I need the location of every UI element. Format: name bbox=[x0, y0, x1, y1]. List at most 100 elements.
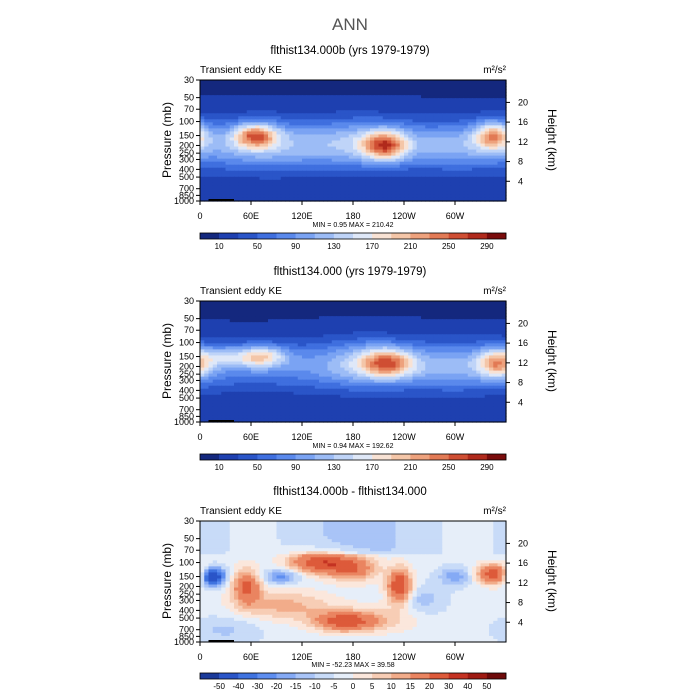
heatmap-cell bbox=[310, 358, 316, 363]
heatmap-cell bbox=[501, 137, 507, 142]
heatmap-cell bbox=[438, 337, 443, 341]
heatmap-cell bbox=[242, 370, 248, 375]
heatmap-cell bbox=[446, 161, 452, 166]
heatmap-cell bbox=[408, 179, 414, 184]
heatmap-cell bbox=[459, 140, 465, 145]
heatmap-cell bbox=[331, 194, 337, 199]
heatmap-cell bbox=[255, 337, 261, 341]
heatmap-cell bbox=[242, 331, 248, 335]
heatmap-cell bbox=[476, 104, 482, 108]
heatmap-cell bbox=[221, 358, 227, 363]
heatmap-cell bbox=[455, 310, 460, 314]
heatmap-cell bbox=[493, 364, 499, 369]
heatmap-cell bbox=[399, 143, 405, 148]
heatmap-cell bbox=[285, 355, 290, 360]
heatmap-cell bbox=[467, 316, 473, 320]
heatmap-cell bbox=[208, 173, 214, 178]
heatmap-cell bbox=[353, 131, 358, 136]
heatmap-cell bbox=[412, 197, 418, 202]
heatmap-cell bbox=[446, 119, 452, 123]
heatmap-cell bbox=[438, 101, 443, 105]
heatmap-cell bbox=[484, 182, 490, 187]
heatmap-cell bbox=[289, 331, 295, 335]
heatmap-cell bbox=[416, 316, 422, 320]
heatmap-cell bbox=[255, 367, 261, 372]
heatmap-cell bbox=[331, 334, 337, 338]
heatmap-cell bbox=[340, 379, 346, 384]
heatmap-cell bbox=[450, 322, 456, 326]
heatmap-cell bbox=[425, 197, 431, 202]
heatmap-cell bbox=[408, 122, 414, 126]
heatmap-cell bbox=[204, 337, 210, 341]
heatmap-cell bbox=[280, 191, 286, 196]
heatmap-cell bbox=[361, 194, 367, 199]
heatmap-cell bbox=[259, 179, 265, 184]
heatmap-cell bbox=[234, 373, 239, 378]
heatmap-cell bbox=[319, 128, 324, 133]
heatmap-cell bbox=[459, 376, 465, 381]
heatmap-cell bbox=[442, 382, 448, 387]
heatmap-cell bbox=[293, 185, 299, 190]
heatmap-cell bbox=[293, 352, 299, 357]
heatmap-cell bbox=[412, 89, 418, 93]
heatmap-cell bbox=[234, 161, 239, 166]
heatmap-cell bbox=[263, 122, 269, 126]
heatmap-cell bbox=[357, 125, 363, 129]
heatmap-cell bbox=[293, 161, 299, 166]
heatmap-cell bbox=[255, 316, 261, 320]
heatmap-cell bbox=[229, 343, 235, 347]
heatmap-cell bbox=[204, 164, 210, 169]
heatmap-cell bbox=[280, 83, 286, 87]
heatmap-cell bbox=[272, 128, 278, 133]
heatmap-cell bbox=[378, 137, 384, 142]
heatmap-cell bbox=[297, 179, 303, 184]
heatmap-cell bbox=[225, 179, 231, 184]
heatmap-cell bbox=[484, 346, 490, 350]
heatmap-cell bbox=[497, 313, 503, 317]
heatmap-cell bbox=[467, 125, 473, 129]
heatmap-cell bbox=[289, 95, 295, 99]
heatmap-cell bbox=[297, 310, 303, 314]
heatmap-cell bbox=[348, 319, 354, 323]
heatmap-cell bbox=[442, 110, 448, 114]
heatmap-cell bbox=[208, 334, 214, 338]
heatmap-cell bbox=[285, 149, 290, 154]
heatmap-cell bbox=[497, 364, 503, 369]
heatmap-cell bbox=[484, 122, 490, 126]
heatmap-cell bbox=[476, 319, 482, 323]
heatmap-cell bbox=[374, 167, 380, 172]
heatmap-cell bbox=[353, 301, 358, 305]
heatmap-cell bbox=[310, 367, 316, 372]
heatmap-cell bbox=[348, 95, 354, 99]
heatmap-cell bbox=[251, 104, 256, 108]
heatmap-cell bbox=[310, 131, 316, 136]
heatmap-cell bbox=[493, 188, 499, 193]
heatmap-cell bbox=[429, 83, 435, 87]
heatmap-cell bbox=[327, 188, 333, 193]
heatmap-cell bbox=[489, 358, 494, 363]
heatmap-cell bbox=[480, 86, 486, 90]
heatmap-cell bbox=[472, 140, 477, 145]
heatmap-cell bbox=[382, 116, 388, 120]
heatmap-cell bbox=[340, 143, 346, 148]
heatmap-cell bbox=[438, 89, 443, 93]
heatmap-cell bbox=[472, 128, 477, 133]
heatmap-cell bbox=[365, 125, 371, 129]
heatmap-cell bbox=[229, 110, 235, 114]
heatmap-cell bbox=[476, 194, 482, 199]
heatmap-cell bbox=[212, 322, 218, 326]
heatmap-cell bbox=[276, 125, 282, 129]
y-axis-label: Pressure (mb) bbox=[160, 323, 174, 399]
heatmap-cell bbox=[370, 322, 375, 326]
heatmap-cell bbox=[382, 173, 388, 178]
heatmap-cell bbox=[225, 146, 231, 151]
heatmap-cell bbox=[208, 382, 214, 387]
heatmap-cell bbox=[501, 191, 507, 196]
heatmap-cell bbox=[501, 313, 507, 317]
heatmap-cell bbox=[450, 140, 456, 145]
heatmap-cell bbox=[357, 182, 363, 187]
heatmap-cell bbox=[467, 188, 473, 193]
heatmap-cell bbox=[467, 361, 473, 366]
heatmap-cell bbox=[429, 152, 435, 157]
heatmap-cell bbox=[357, 373, 363, 378]
